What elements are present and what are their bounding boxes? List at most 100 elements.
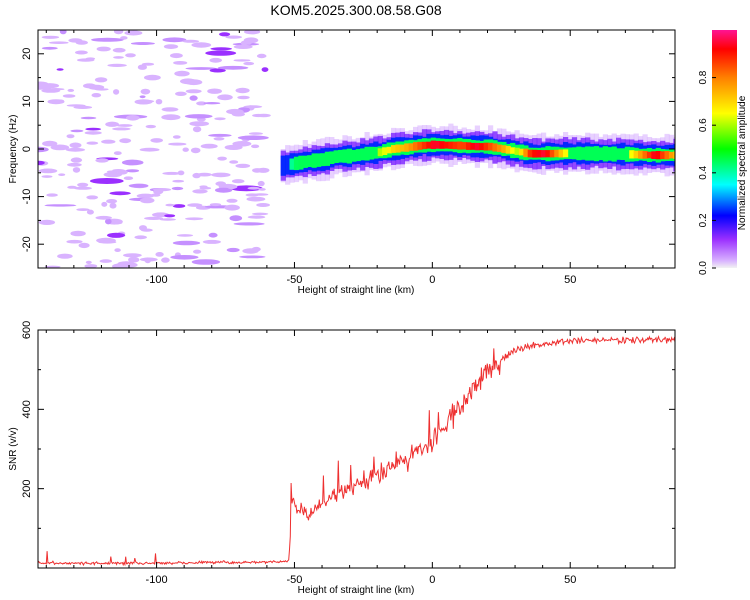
heatmap-noise-blob [70, 129, 84, 133]
heatmap-noise-blob [57, 99, 64, 103]
heatmap-noise-blob [41, 46, 58, 50]
heatmap-noise-blob [49, 41, 69, 44]
heatmap-noise-blob [256, 113, 271, 118]
heatmap-ridge-cell [395, 144, 401, 153]
heatmap-noise-blob [199, 186, 212, 190]
heatmap-ridge-cell [298, 155, 304, 170]
heatmap-ridge-cell [585, 146, 591, 161]
heatmap-ridge-cell [324, 151, 330, 166]
colorbar-tick-label: 0.6 [698, 118, 709, 132]
heatmap-ridge-cell [673, 151, 675, 159]
heatmap-noise-blob [215, 181, 226, 186]
heatmap-noise-blob [185, 67, 217, 70]
heatmap-noise-blob [155, 99, 163, 105]
heatmap-ridge-cell [602, 146, 608, 162]
heatmap-noise-blob [91, 93, 102, 98]
heatmap-ridge-cell [386, 146, 392, 154]
heatmap-noise-blob [95, 158, 109, 163]
heatmap-ridge-cell [408, 143, 414, 151]
heatmap-ridge-cell [505, 145, 511, 154]
heatmap-ridge-cell [646, 151, 653, 159]
heatmap-noise-blob [226, 247, 240, 253]
heatmap-noise-blob [192, 189, 208, 194]
heatmap-noise-blob [134, 235, 147, 240]
heatmap-noise-blob [137, 64, 147, 70]
heatmap-ridge-cell [554, 149, 560, 158]
heatmap-ridge-cell [563, 149, 569, 158]
heatmap-noise-blob [103, 172, 123, 178]
heatmap-noise-blob [86, 195, 99, 200]
x-tick-label: -100 [146, 274, 168, 286]
heatmap-noise-blob [235, 87, 250, 94]
heatmap-noise-blob [217, 156, 227, 161]
heatmap-ridge-cell [404, 143, 410, 152]
heatmap-noise-blob [224, 204, 240, 211]
heatmap-ridge-cell [593, 146, 600, 162]
heatmap-noise-blob [141, 62, 155, 66]
heatmap-noise-blob [237, 135, 269, 140]
heatmap-ridge-cell [527, 149, 533, 158]
heatmap-ridge-cell [413, 142, 419, 151]
heatmap-ridge-cell [642, 150, 648, 159]
heatmap-noise-blob [256, 53, 267, 59]
colorbar-tick-label: 0.4 [698, 165, 709, 179]
heatmap-noise-blob [99, 259, 113, 263]
heatmap-noise-blob [112, 127, 131, 131]
heatmap-noise-blob [38, 219, 56, 225]
heatmap-ridge-cell [470, 142, 476, 150]
heatmap-noise-blob [84, 264, 98, 268]
heatmap-noise-blob [209, 68, 226, 73]
heatmap-noise-blob [192, 126, 202, 133]
heatmap-noise-blob [66, 134, 75, 139]
heatmap-ridge-cell [536, 150, 542, 158]
heatmap-ridge-cell [307, 155, 313, 167]
heatmap-ridge-cell [430, 140, 436, 150]
heatmap-noise-blob [251, 168, 263, 173]
heatmap-ridge-cell [576, 146, 582, 161]
heatmap-ridge-cell [293, 156, 300, 171]
colorbar-label: Normalized spectral amplitude [737, 95, 748, 230]
heatmap-noise-blob [191, 259, 221, 265]
y-tick-label: 10 [21, 95, 33, 107]
snr-xlabel: Height of straight line (km) [298, 585, 415, 596]
heatmap-noise-blob [101, 139, 116, 144]
heatmap-ridge-cell [580, 147, 586, 160]
heatmap-noise-blob [123, 176, 134, 180]
heatmap-noise-blob [38, 84, 51, 90]
heatmap-noise-blob [44, 265, 61, 268]
heatmap-noise-blob [70, 230, 86, 237]
heatmap-noise-blob [243, 61, 255, 66]
heatmap-noise-blob [140, 88, 151, 95]
heatmap-noise-blob [113, 151, 122, 156]
heatmap-ridge-cell [382, 147, 388, 155]
heatmap-ridge-cell [316, 153, 322, 167]
x-tick-label: 50 [564, 274, 576, 286]
heatmap-noise-blob [67, 162, 82, 167]
heatmap-ridge-cell [624, 146, 630, 162]
heatmap-ridge-cell [483, 142, 489, 151]
heatmap-noise-blob [252, 212, 269, 216]
heatmap-noise-blob [38, 160, 45, 165]
y-tick-label: 200 [21, 479, 33, 497]
colorbar-ticks: 0.0 0.2 0.4 0.6 0.8 [698, 70, 716, 275]
heatmap-noise-blob [108, 220, 123, 225]
heatmap-noise-blob [243, 105, 263, 109]
heatmap-noise-blob [172, 204, 186, 208]
heatmap-ridge-cell [373, 146, 379, 159]
heatmap-noise-blob [109, 202, 117, 209]
heatmap-noise-blob [113, 89, 120, 95]
heatmap-ylabel: Frequency (Hz) [8, 115, 19, 184]
heatmap-ridge-cell [589, 146, 595, 161]
heatmap-noise-blob [185, 89, 202, 94]
heatmap-noise-blob [113, 56, 124, 59]
heatmap-noise-blob [155, 252, 164, 257]
heatmap-ridge-cell [545, 150, 551, 158]
heatmap-noise-blob [226, 198, 238, 203]
heatmap-noise-blob [207, 88, 223, 94]
heatmap-noise-blob [214, 117, 226, 121]
heatmap-noise-blob [161, 107, 179, 112]
heatmap-noise-blob [189, 95, 198, 101]
heatmap-ridge-cell [280, 155, 286, 176]
heatmap-ridge-cell [514, 147, 520, 155]
heatmap-ridge-cell [342, 149, 348, 163]
